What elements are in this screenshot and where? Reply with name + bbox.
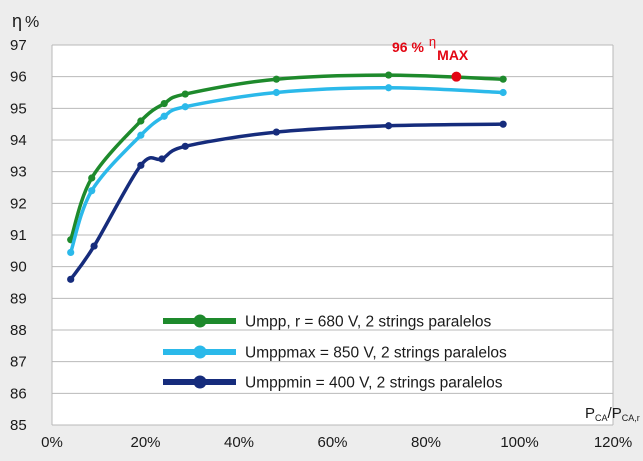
x-axis-label: PCA/PCA,r	[585, 405, 640, 423]
legend-label-umpp: Umpp, r = 680 V, 2 strings paralelos	[245, 314, 492, 331]
y-tick-label: 94	[10, 132, 27, 149]
x-axis-ticks: 0% 20% 40% 60% 80% 100% 120%	[41, 434, 632, 451]
data-point-umppmin	[137, 161, 145, 169]
data-point-umpp	[88, 174, 96, 182]
y-axis-label: η%	[12, 11, 39, 31]
data-point-umpp	[272, 75, 280, 83]
y-tick-label: 97	[10, 37, 27, 54]
y-tick-label: 91	[10, 227, 27, 244]
legend-item-umppmin: Umppmin = 400 V, 2 strings paralelos	[163, 375, 503, 392]
legend-marker-umpp	[193, 314, 207, 328]
x-tick-label: 0%	[41, 434, 63, 451]
data-point-umpp	[385, 71, 393, 79]
data-point-umpp	[499, 75, 507, 83]
y-tick-label: 90	[10, 259, 27, 276]
legend-label-umppmin: Umppmin = 400 V, 2 strings paralelos	[245, 375, 503, 392]
data-point-umppmax	[160, 112, 168, 120]
x-tick-label: 20%	[130, 434, 160, 451]
y-tick-label: 85	[10, 417, 27, 434]
data-point-umppmin	[385, 122, 393, 130]
annotation-label: 96 % ηMAX	[392, 34, 469, 63]
legend-marker-umppmin	[193, 375, 207, 389]
legend: Umpp, r = 680 V, 2 strings paralelos Ump…	[163, 314, 507, 392]
y-tick-label: 87	[10, 354, 27, 371]
y-tick-label: 88	[10, 322, 27, 339]
data-point-umppmin	[90, 242, 98, 250]
y-tick-label: 89	[10, 290, 27, 307]
series-group	[67, 71, 507, 283]
y-tick-label: 93	[10, 164, 27, 181]
data-point-umpp	[181, 90, 189, 98]
legend-marker-umppmax	[193, 345, 207, 359]
legend-label-umppmax: Umppmax = 850 V, 2 strings paralelos	[245, 345, 507, 362]
x-tick-label: 40%	[224, 434, 254, 451]
max-efficiency-annotation: 96 % ηMAX	[392, 34, 469, 82]
data-point-umppmax	[88, 187, 96, 195]
x-tick-label: 80%	[411, 434, 441, 451]
y-tick-label: 86	[10, 385, 27, 402]
data-point-umpp	[160, 99, 168, 108]
x-tick-label: 100%	[500, 434, 538, 451]
data-point-umppmax	[499, 88, 507, 97]
x-tick-label: 120%	[594, 434, 632, 451]
x-tick-label: 60%	[317, 434, 347, 451]
data-point-umppmin	[67, 275, 75, 283]
y-axis-ticks: 85 86 87 88 89 90 91 92 93 94 95 96 97	[10, 37, 27, 434]
legend-item-umpp: Umpp, r = 680 V, 2 strings paralelos	[163, 314, 492, 331]
data-point-umppmax	[67, 248, 75, 257]
data-point-umppmin	[272, 128, 280, 136]
data-point-umppmax	[181, 103, 189, 111]
data-point-umppmax	[272, 88, 280, 97]
data-point-umppmin	[158, 155, 166, 163]
max-efficiency-point	[451, 71, 462, 82]
data-point-umppmax	[137, 131, 145, 139]
data-point-umppmax	[385, 84, 393, 92]
y-tick-label: 96	[10, 69, 27, 86]
legend-item-umppmax: Umppmax = 850 V, 2 strings paralelos	[163, 345, 507, 362]
y-tick-label: 92	[10, 195, 27, 212]
data-point-umpp	[137, 117, 145, 125]
y-tick-label: 95	[10, 100, 27, 117]
data-point-umppmin	[499, 120, 507, 128]
data-point-umppmin	[181, 142, 189, 150]
